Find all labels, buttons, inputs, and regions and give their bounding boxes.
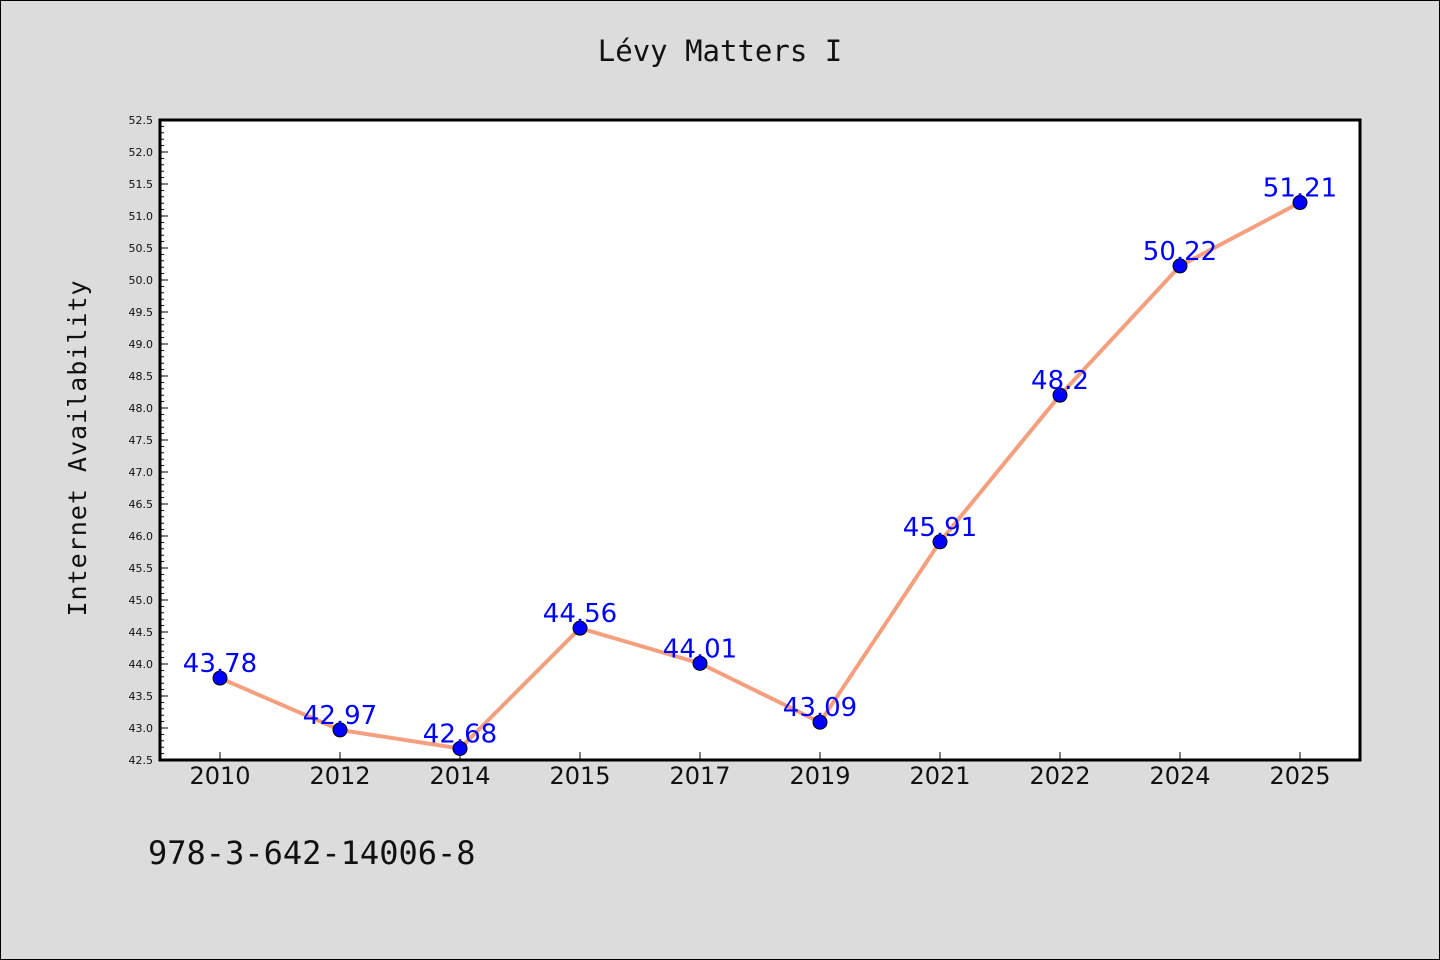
data-point — [1292, 195, 1308, 211]
data-label: 42.97 — [303, 701, 377, 731]
footer-isbn: 978-3-642-14006-8 — [148, 834, 476, 872]
data-label: 44.01 — [663, 634, 737, 664]
data-point — [932, 534, 948, 550]
x-tick-label: 2021 — [909, 762, 970, 790]
x-tick-label: 2024 — [1149, 762, 1210, 790]
y-tick-label: 45.5 — [129, 562, 154, 575]
x-tick-label: 2017 — [669, 762, 730, 790]
y-tick-label: 48.5 — [129, 370, 154, 383]
data-label: 44.56 — [543, 599, 617, 629]
data-label: 43.78 — [183, 649, 257, 679]
y-tick-label: 51.5 — [129, 178, 154, 191]
y-tick-label: 50.5 — [129, 242, 154, 255]
data-point — [212, 670, 228, 686]
data-label: 48.2 — [1031, 366, 1089, 396]
y-tick-label: 49.5 — [129, 306, 154, 319]
y-tick-label: 47.5 — [129, 434, 154, 447]
y-tick-label: 52.5 — [129, 114, 154, 127]
y-tick-label: 44.5 — [129, 626, 154, 639]
x-axis: 2010 2012 2014 2015 2017 2019 2021 2022 2024 2025 — [189, 752, 1331, 790]
y-tick-label: 44.0 — [129, 658, 154, 671]
x-tick-label: 2012 — [309, 762, 370, 790]
series-line — [218, 200, 1302, 751]
y-axis-label: Internet Availability — [63, 279, 92, 616]
y-tick-label: 47.0 — [129, 466, 154, 479]
y-tick-label: 46.0 — [129, 530, 154, 543]
y-tick-label: 51.0 — [129, 210, 154, 223]
x-tick-label: 2010 — [189, 762, 250, 790]
x-tick-label: 2022 — [1029, 762, 1090, 790]
data-label: 50.22 — [1143, 237, 1217, 267]
x-tick-label: 2025 — [1269, 762, 1330, 790]
y-tick-label: 43.5 — [129, 690, 154, 703]
y-tick-label: 43.0 — [129, 722, 154, 735]
y-tick-label: 50.0 — [129, 274, 154, 287]
y-tick-label: 45.0 — [129, 594, 154, 607]
data-label: 43.09 — [783, 693, 857, 723]
x-tick-label: 2015 — [549, 762, 610, 790]
data-point — [332, 722, 348, 738]
y-tick-label: 48.0 — [129, 402, 154, 415]
data-point — [692, 655, 708, 671]
plot-area — [158, 118, 1362, 762]
x-tick-label: 2014 — [429, 762, 490, 790]
data-point — [1052, 387, 1068, 403]
y-tick-label: 49.0 — [129, 338, 154, 351]
chart-title: Lévy Matters I — [597, 34, 843, 68]
y-axis: 42.5 43.0 43.5 44.0 44.5 45.0 45.5 46.0 46.5 47.0… — [129, 114, 168, 767]
data-point — [812, 714, 828, 730]
data-point — [1172, 258, 1188, 274]
series: 43.78 42.97 42.68 44.56 44.01 43.09 45.91 48.2 5… — [183, 174, 1337, 756]
data-point — [452, 740, 468, 756]
data-point — [572, 620, 588, 636]
data-label: 42.68 — [423, 719, 497, 749]
y-tick-label: 52.0 — [129, 146, 154, 159]
data-label: 51.21 — [1263, 174, 1337, 204]
y-tick-label: 46.5 — [129, 498, 154, 511]
data-label: 45.91 — [903, 513, 977, 543]
y-tick-label: 42.5 — [129, 754, 154, 767]
x-tick-label: 2019 — [789, 762, 850, 790]
